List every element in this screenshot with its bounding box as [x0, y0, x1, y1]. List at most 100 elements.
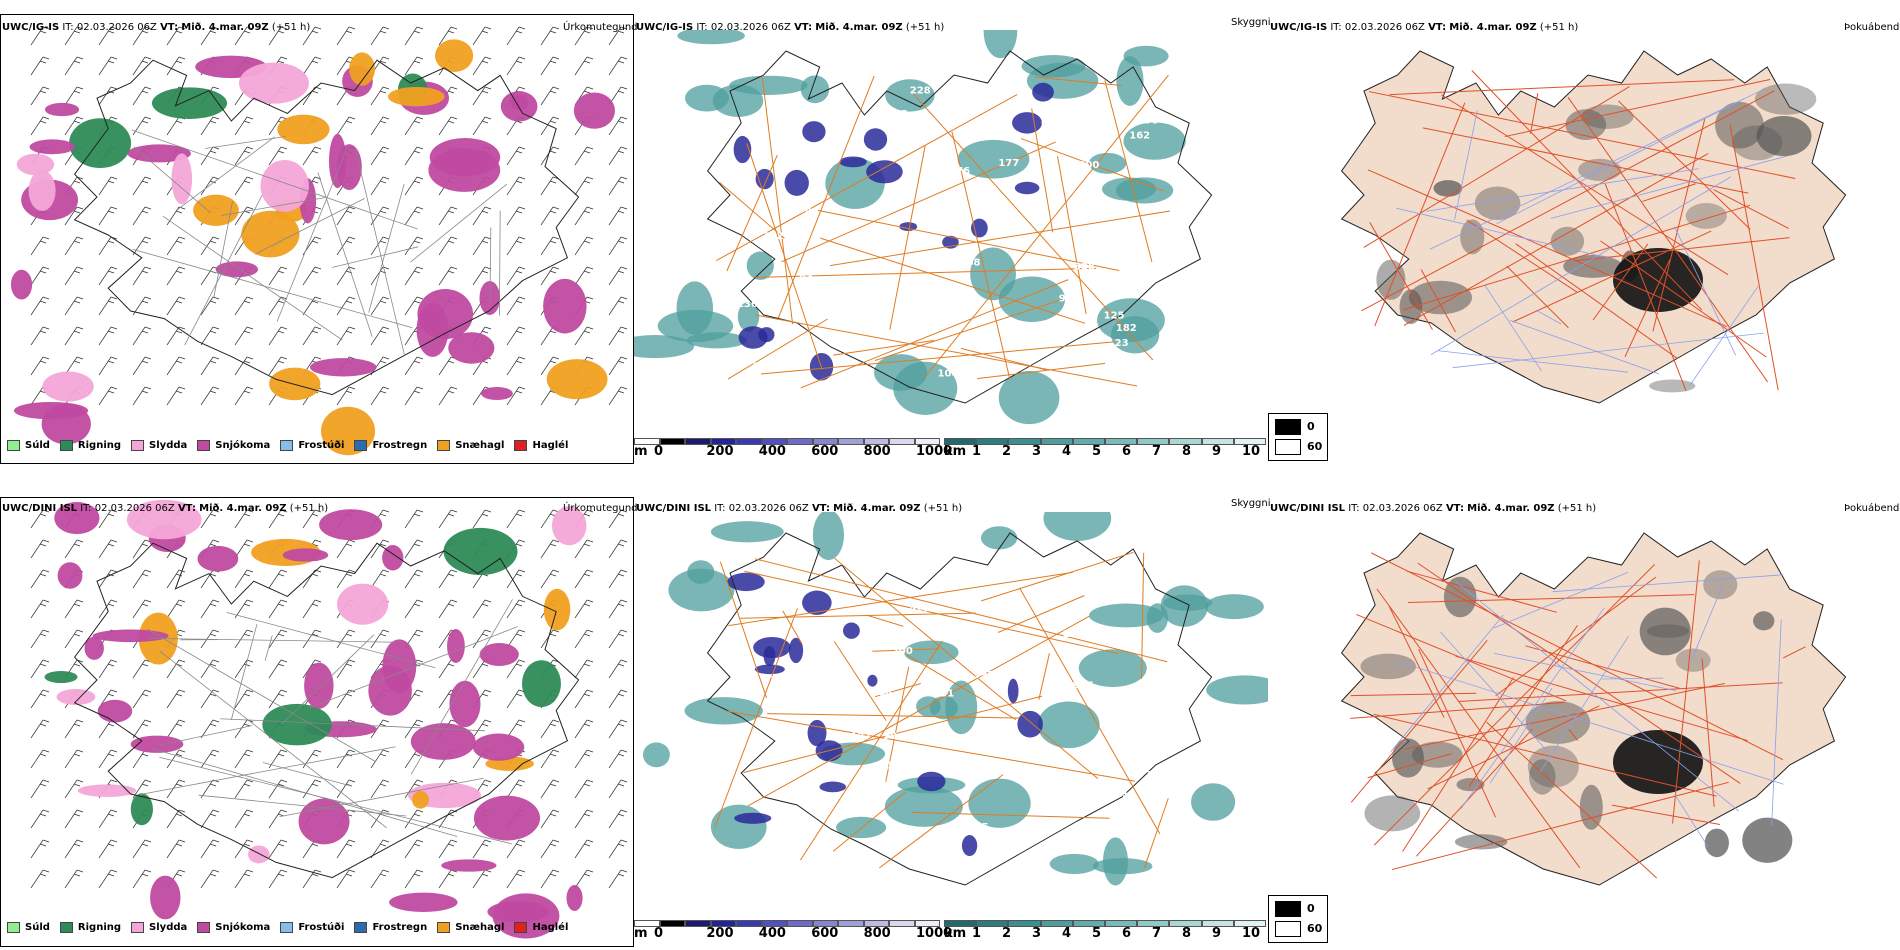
wind-barb — [336, 236, 356, 256]
precip-cell — [382, 545, 404, 571]
road — [1350, 692, 1477, 697]
wind-barb — [438, 386, 458, 406]
cloud-base-value: 83 — [1041, 117, 1055, 128]
wind-barb — [404, 26, 424, 46]
wind-barb — [540, 539, 560, 559]
low-cloud-cell — [1032, 82, 1054, 102]
road — [132, 248, 413, 329]
road — [1525, 645, 1680, 689]
river — [1493, 571, 1629, 629]
wind-barb — [438, 26, 458, 46]
low-cloud-cell — [802, 121, 826, 143]
wind-barb — [540, 56, 560, 76]
precip-cell — [546, 359, 608, 400]
precip-cell — [417, 288, 474, 340]
wind-barb — [234, 629, 254, 649]
legend-label: Frostregn — [372, 922, 428, 933]
precip-map-svg-0 — [10, 26, 628, 456]
wind-barb — [98, 869, 118, 889]
wind-barb — [166, 749, 186, 769]
wind-barb — [200, 146, 220, 166]
road — [1034, 76, 1122, 87]
wind-barb — [608, 629, 628, 649]
road — [726, 710, 1136, 782]
wind-barb — [608, 116, 628, 136]
wind-barb — [540, 629, 560, 649]
wind-barb — [370, 749, 390, 769]
wind-barb — [608, 659, 628, 679]
road — [833, 641, 887, 721]
road — [874, 299, 1062, 361]
wind-barb — [98, 176, 118, 196]
wind-barb — [132, 116, 152, 136]
low-cloud-cell — [819, 781, 847, 793]
wind-barb — [472, 26, 492, 46]
wind-barb — [302, 326, 322, 346]
road — [1782, 646, 1806, 659]
fog-cell-dense — [1613, 730, 1703, 794]
precip-cell — [238, 62, 309, 104]
road — [747, 615, 1090, 807]
legend-item: Haglél — [514, 922, 568, 933]
wind-barb — [574, 629, 594, 649]
legend-item: Rigning — [59, 440, 121, 451]
wind-barb — [132, 719, 152, 739]
colorbar-segment — [914, 438, 940, 445]
wind-barb — [472, 869, 492, 889]
road — [761, 75, 794, 325]
river — [1460, 607, 1605, 809]
wind-barb — [30, 869, 50, 889]
legend-item: Frostregn — [354, 922, 427, 933]
fog-map-svg-0 — [1340, 50, 1847, 404]
wind-barb — [234, 356, 254, 376]
wind-barb — [166, 689, 186, 709]
wind-barb — [98, 26, 118, 46]
cloud-base-value: 105 — [770, 675, 791, 686]
colorbar-tick: 600 — [811, 926, 839, 941]
road — [879, 774, 1004, 869]
wind-barb — [472, 86, 492, 106]
colorbar-segment — [659, 920, 685, 927]
legend-label: Frostúði — [298, 440, 345, 451]
header-cloud-1: UWC/DINI ISL IT: 02.03.2026 06Z VT: Mið.… — [636, 503, 962, 515]
road — [1367, 753, 1452, 779]
wind-barb — [64, 326, 84, 346]
vt-prefix: VT: — [160, 22, 179, 33]
header-fog-1: UWC/DINI ISL IT: 02.03.2026 06Z VT: Mið.… — [1270, 503, 1596, 515]
river — [1429, 89, 1763, 250]
wind-barb — [540, 116, 560, 136]
road — [1038, 653, 1050, 700]
precip-cell — [448, 332, 495, 364]
precip-cell — [349, 52, 375, 86]
wind-barb — [200, 116, 220, 136]
road — [159, 650, 387, 829]
wind-barb — [234, 659, 254, 679]
wind-barb — [132, 539, 152, 559]
wind-barb — [336, 386, 356, 406]
wind-barb — [438, 266, 458, 286]
precip-cell — [130, 793, 153, 826]
wind-barb — [438, 599, 458, 619]
precip-cell — [412, 790, 429, 809]
wind-barb — [200, 869, 220, 889]
cloud-base-value: 384 — [1145, 770, 1166, 781]
model-name: UWC/IG-IS — [1270, 22, 1328, 33]
wind-barb — [438, 236, 458, 256]
wind-barb — [574, 539, 594, 559]
wind-barb — [98, 56, 118, 76]
fog-cell-dense — [1613, 248, 1703, 312]
model-name: UWC/DINI ISL — [2, 503, 78, 514]
wind-barb — [404, 569, 424, 589]
wind-barb — [268, 869, 288, 889]
road — [255, 198, 365, 255]
precip-cell — [215, 261, 259, 278]
road — [226, 612, 436, 669]
fog-cell — [1756, 115, 1812, 157]
wind-barb — [370, 719, 390, 739]
wind-barb — [574, 809, 594, 829]
low-cloud-cell — [866, 160, 903, 184]
fog-title-0: Þokuábendi — [1844, 22, 1900, 33]
cloud-base-value: 139 — [849, 340, 870, 351]
wind-barb — [608, 176, 628, 196]
colorbar-segment — [976, 438, 1009, 445]
